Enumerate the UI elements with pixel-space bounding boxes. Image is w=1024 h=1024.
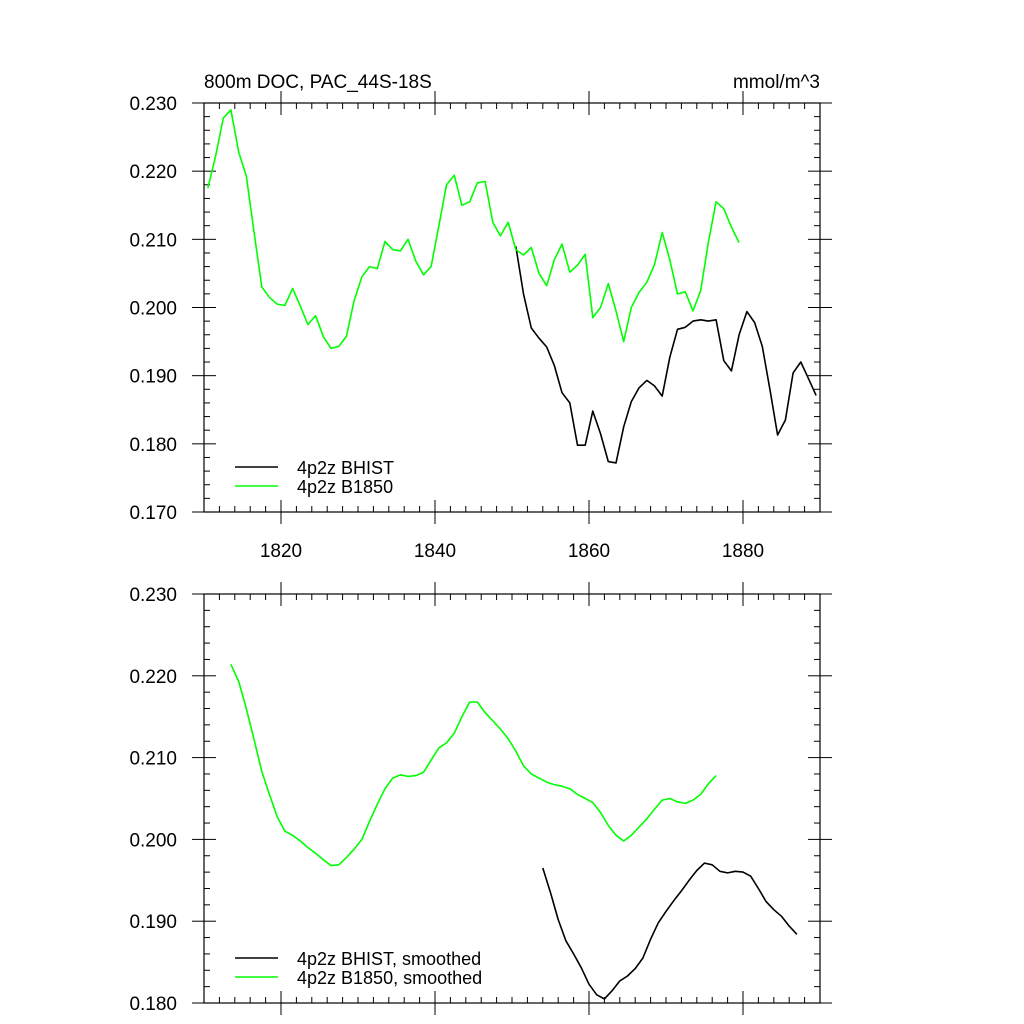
legend-label: 4p2z BHIST, smoothed: [297, 949, 481, 969]
y-tick-label: 0.230: [129, 94, 177, 115]
y-tick-label: 0.190: [129, 912, 177, 933]
y-tick-label: 0.200: [129, 299, 177, 320]
series-line-1: [230, 663, 717, 867]
y-tick-label: 0.180: [129, 994, 177, 1015]
y-tick-label: 0.210: [129, 230, 177, 251]
bottom-panel: 0.180 0.190 0.200 0.210 0.220 0.230 4p2z BHIST…: [129, 582, 832, 1015]
y-tick-label: 0.170: [129, 503, 177, 524]
y-tick-label: 0.200: [129, 830, 177, 851]
series-line-0: [515, 246, 817, 464]
series-line-1: [207, 109, 740, 350]
series-line-0: [542, 862, 798, 1000]
y-tick-label: 0.230: [129, 585, 177, 606]
y-tick-label: 0.210: [129, 749, 177, 770]
top-panel-title: 800m DOC, PAC_44S-18S: [204, 72, 432, 93]
plot-frame: [203, 593, 821, 1004]
y-tick-label: 0.190: [129, 367, 177, 388]
y-tick-label: 0.220: [129, 667, 177, 688]
top-panel-units: mmol/m^3: [733, 72, 820, 93]
legend-label: 4p2z B1850, smoothed: [297, 968, 482, 988]
top-panel: 800m DOC, PAC_44S-18S mmol/m^3 1820 1840 1…: [129, 72, 832, 562]
plot-frame: [203, 102, 821, 513]
x-tick-label: 1840: [414, 541, 456, 562]
legend-label: 4p2z B1850: [297, 477, 393, 497]
x-tick-label: 1880: [722, 541, 764, 562]
x-tick-label: 1860: [568, 541, 610, 562]
y-tick-label: 0.180: [129, 435, 177, 456]
legend-label: 4p2z BHIST: [297, 458, 394, 478]
y-tick-label: 0.220: [129, 162, 177, 183]
x-tick-label: 1820: [260, 541, 302, 562]
